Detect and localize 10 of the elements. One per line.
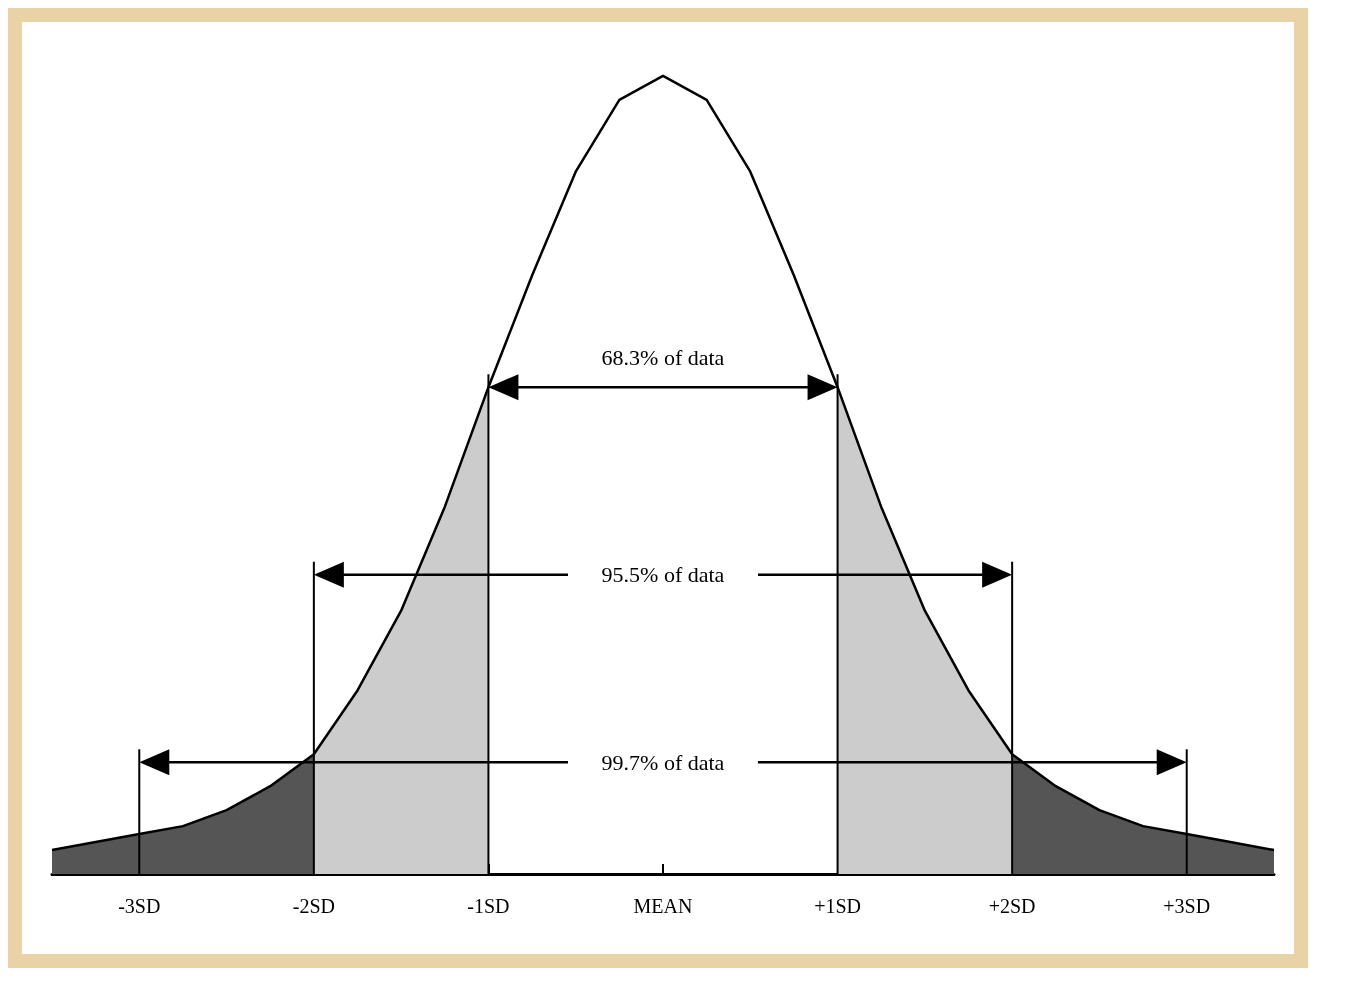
x-tick-label: MEAN: [633, 895, 693, 917]
annotation: 68.3% of data: [601, 344, 725, 370]
annotation: 99.7% of data: [601, 749, 725, 775]
x-tick-label: +1SD: [814, 895, 861, 917]
x-tick-label: -3SD: [118, 895, 161, 917]
x-tick-label: +2SD: [988, 895, 1036, 917]
x-tick-label: +3SD: [1163, 895, 1211, 917]
x-tick-label: -2SD: [292, 895, 335, 917]
x-tick-label: -1SD: [467, 895, 510, 917]
annotation: 95.5% of data: [601, 562, 725, 588]
